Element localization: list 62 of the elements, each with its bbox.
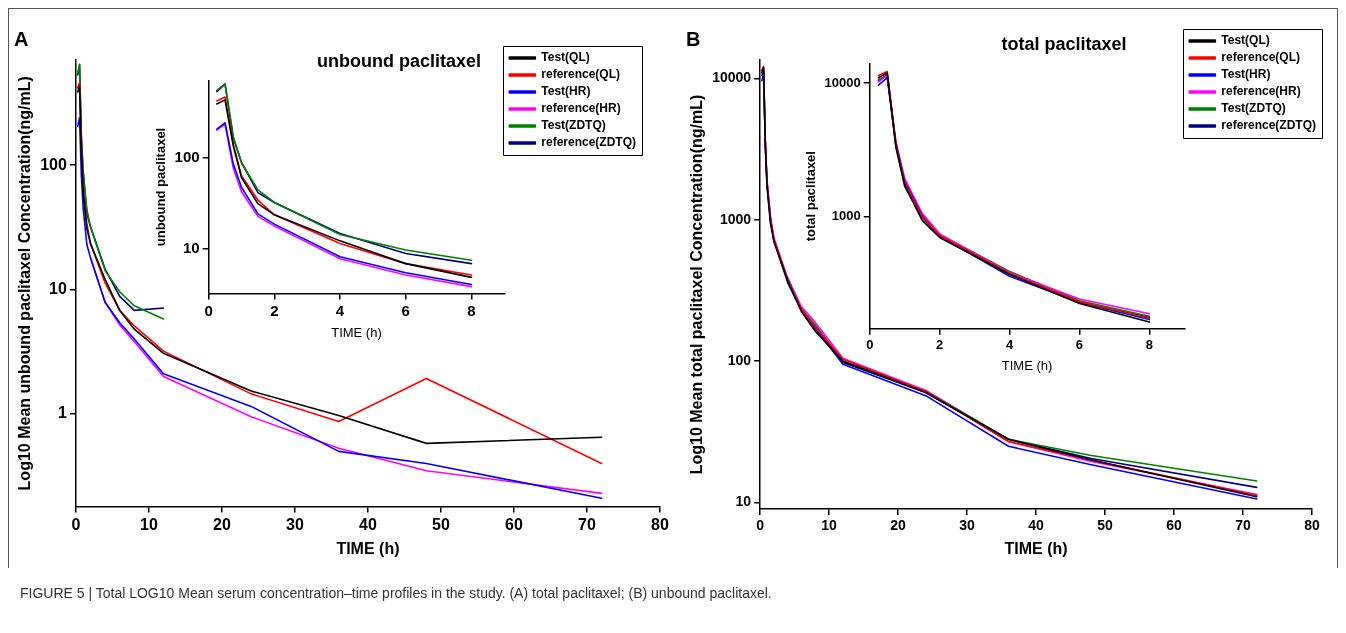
x-tick-label: 6 <box>1075 337 1084 353</box>
x-tick-label: 50 <box>432 515 450 533</box>
y-axis-title: unbound paclitaxel <box>153 127 169 247</box>
legend-label: Test(HR) <box>1221 67 1271 82</box>
legend-label: reference(ZDTQ) <box>541 135 636 150</box>
x-tick-label: 0 <box>756 517 765 534</box>
x-tick-label: 80 <box>1304 517 1320 534</box>
legend-label: Test(HR) <box>541 84 591 99</box>
y-tick-label: 1 <box>57 404 67 422</box>
x-tick-label: 20 <box>890 517 907 534</box>
legend-label: reference(ZDTQ) <box>1221 118 1316 133</box>
x-tick-label: 70 <box>1235 517 1252 534</box>
x-axis-title: TIME (h) <box>1001 357 1053 373</box>
x-tick-label: 70 <box>578 515 596 533</box>
x-tick-label: 20 <box>213 515 231 533</box>
caption: FIGURE 5 | Total LOG10 Mean serum concentration–time profiles in the study. (A) total paclitaxel; (B) unbound paclitaxel. <box>20 585 773 601</box>
x-tick-label: 30 <box>286 515 304 533</box>
legend-label: reference(QL) <box>541 67 621 82</box>
legend-label: Test(ZDTQ) <box>1221 101 1286 116</box>
x-tick-label: 50 <box>1097 517 1114 534</box>
legend-label: Test(ZDTQ) <box>541 118 606 133</box>
y-tick-label: 1000 <box>719 210 752 227</box>
chart-title: unbound paclitaxel <box>316 50 482 71</box>
y-tick-label: 100 <box>174 147 200 165</box>
legend-label: reference(HR) <box>1221 84 1301 99</box>
x-axis-title: TIME (h) <box>336 539 400 557</box>
x-tick-label: 80 <box>651 515 669 533</box>
legend-label: reference(QL) <box>1221 50 1301 65</box>
legend-label: Test(QL) <box>541 50 590 65</box>
x-tick-label: 10 <box>140 515 158 533</box>
y-axis-title: Log10 Mean total paclitaxel Concentration(ng/mL) <box>688 94 706 475</box>
y-tick-label: 1000 <box>831 208 861 224</box>
y-tick-label: 10000 <box>824 74 861 90</box>
y-tick-label: 10 <box>49 279 67 297</box>
chart-title: A <box>14 27 29 50</box>
x-tick-label: 4 <box>335 301 345 319</box>
chart-title: B <box>686 27 701 50</box>
x-tick-label: 2 <box>270 301 279 319</box>
legend-label: reference(HR) <box>541 101 621 116</box>
x-tick-label: 8 <box>1145 337 1153 353</box>
y-axis-title: Log10 Mean unbound paclitaxel Concentration(ng/mL) <box>16 76 34 491</box>
y-tick-label: 10000 <box>712 69 752 86</box>
x-tick-label: 30 <box>959 517 976 534</box>
y-tick-label: 100 <box>727 352 752 369</box>
x-tick-label: 0 <box>204 301 213 319</box>
x-tick-label: 40 <box>1028 517 1045 534</box>
x-axis-title: TIME (h) <box>1004 539 1068 557</box>
x-tick-label: 8 <box>467 301 476 319</box>
x-tick-label: 2 <box>936 337 944 353</box>
x-axis-title: TIME (h) <box>331 324 382 340</box>
x-tick-label: 4 <box>1005 337 1014 353</box>
chart-title: total paclitaxel <box>1001 33 1127 54</box>
x-tick-label: 60 <box>1166 517 1183 534</box>
x-tick-label: 60 <box>505 515 523 533</box>
y-tick-label: 100 <box>40 155 67 173</box>
legend-label: Test(QL) <box>1221 33 1270 48</box>
x-tick-label: 0 <box>71 515 81 533</box>
x-tick-label: 0 <box>866 337 874 353</box>
y-axis-title: total paclitaxel <box>803 151 819 242</box>
x-tick-label: 6 <box>401 301 410 319</box>
y-tick-label: 10 <box>735 493 752 510</box>
x-tick-label: 40 <box>359 515 377 533</box>
